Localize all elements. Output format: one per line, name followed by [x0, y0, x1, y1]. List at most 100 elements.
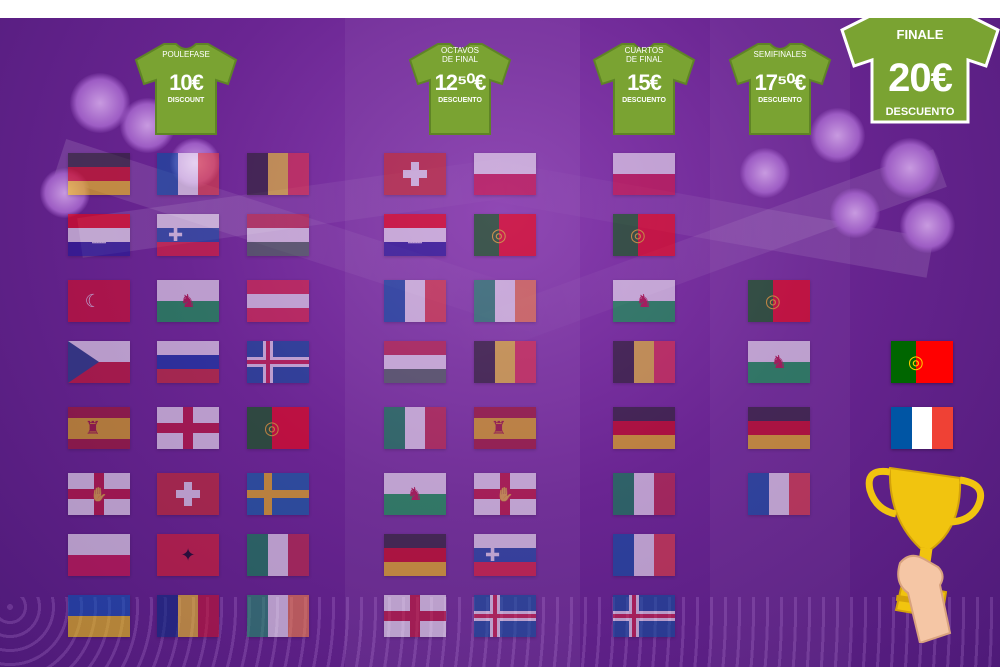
flag-icon[interactable] — [157, 407, 219, 449]
flag-icon[interactable]: ✋ — [68, 473, 130, 515]
dragon-icon: ♞ — [179, 291, 197, 311]
tournament-bracket-banner: POULEFASE 10€ DISCOUNT OCTAVOS DE FINAL … — [0, 18, 1000, 667]
shirt-round16: OCTAVOS DE FINAL 12⁵⁰€ DESCUENTO — [408, 40, 512, 136]
shirt-semi: SEMIFINALES 17⁵⁰€ DESCUENTO — [728, 40, 832, 136]
flag-icon[interactable]: ◎ — [613, 214, 675, 256]
stage-price: 10€ — [169, 70, 204, 95]
red-hand-icon: ✋ — [90, 486, 108, 502]
shirt-group-stage: POULEFASE 10€ DISCOUNT — [134, 40, 238, 136]
stage-label: CUARTOS DE FINAL — [624, 46, 664, 64]
flag-icon[interactable] — [613, 595, 675, 637]
flag-icon[interactable] — [68, 341, 130, 383]
stadium-light — [880, 138, 940, 198]
flag-icon[interactable] — [247, 280, 309, 322]
shirt-quarter: CUARTOS DE FINAL 15€ DESCUENTO — [592, 40, 696, 136]
flag-icon[interactable] — [157, 595, 219, 637]
flag-icon[interactable]: ✚ — [474, 534, 536, 576]
flag-icon[interactable]: ◎ — [748, 280, 810, 322]
croatia-emblem-icon: ▦ — [406, 225, 424, 245]
czech-triangle-icon — [68, 341, 99, 383]
flag-icon[interactable]: ✦ — [157, 534, 219, 576]
flag-icon[interactable] — [613, 407, 675, 449]
armillary-sphere-icon: ◎ — [490, 225, 507, 245]
flag-icon[interactable]: ◎ — [891, 341, 953, 383]
flag-icon[interactable] — [613, 153, 675, 195]
shirt-icon — [592, 43, 696, 135]
stage-discount: DESCUENTO — [438, 97, 482, 104]
crest-icon: ♜ — [490, 418, 507, 438]
flag-icon[interactable]: ◎ — [474, 214, 536, 256]
flag-icon[interactable] — [474, 280, 536, 322]
shirt-icon — [408, 43, 512, 135]
flag-icon[interactable] — [247, 473, 309, 515]
stadium-light — [900, 198, 955, 253]
shirt-icon — [728, 43, 832, 135]
flag-icon[interactable] — [384, 595, 446, 637]
nordic-cross-icon — [247, 473, 309, 515]
stage-label: FINALE — [896, 27, 944, 42]
flag-icon[interactable] — [157, 341, 219, 383]
flag-icon[interactable]: ♞ — [748, 341, 810, 383]
red-hand-icon: ✋ — [496, 486, 514, 502]
flag-icon[interactable] — [157, 153, 219, 195]
flag-icon[interactable] — [748, 407, 810, 449]
flag-icon[interactable] — [474, 341, 536, 383]
flag-icon[interactable]: ✋ — [474, 473, 536, 515]
armillary-sphere-icon: ◎ — [907, 352, 924, 372]
nordic-cross-icon — [474, 595, 536, 637]
dragon-icon: ♞ — [770, 352, 788, 372]
flag-icon[interactable]: ♜ — [474, 407, 536, 449]
flag-icon[interactable] — [68, 595, 130, 637]
armillary-sphere-icon: ◎ — [629, 225, 646, 245]
crest-icon: ♜ — [84, 418, 101, 438]
stadium-light — [810, 108, 865, 163]
stage-price: 20€ — [888, 56, 953, 100]
flag-icon[interactable] — [247, 534, 309, 576]
hand-icon — [897, 554, 952, 643]
crescent-icon: ☾ — [84, 291, 101, 311]
flag-icon[interactable]: ♞ — [384, 473, 446, 515]
flag-icon[interactable]: ♞ — [613, 280, 675, 322]
flag-icon[interactable] — [613, 534, 675, 576]
slovakia-emblem-icon: ✚ — [485, 545, 501, 565]
flag-icon[interactable] — [247, 595, 309, 637]
flag-icon[interactable]: ♞ — [157, 280, 219, 322]
croatia-emblem-icon: ▦ — [90, 225, 108, 245]
flag-icon[interactable]: ♜ — [68, 407, 130, 449]
flag-icon[interactable]: ◎ — [247, 407, 309, 449]
flag-icon[interactable] — [247, 341, 309, 383]
stage-label: POULEFASE — [162, 50, 210, 59]
flag-icon[interactable] — [384, 280, 446, 322]
flag-icon[interactable] — [384, 341, 446, 383]
flag-icon[interactable] — [384, 407, 446, 449]
stage-discount: DESCUENTO — [622, 97, 666, 104]
armillary-sphere-icon: ◎ — [764, 291, 781, 311]
flag-icon[interactable] — [474, 153, 536, 195]
flag-icon[interactable] — [613, 341, 675, 383]
flag-icon[interactable] — [68, 153, 130, 195]
flag-icon[interactable] — [247, 214, 309, 256]
flag-icon[interactable] — [68, 534, 130, 576]
cross-icon — [68, 473, 130, 515]
flag-icon[interactable]: ☾ — [68, 280, 130, 322]
flag-icon[interactable] — [247, 153, 309, 195]
slovakia-emblem-icon: ✚ — [168, 225, 184, 245]
flag-icon[interactable] — [384, 153, 446, 195]
dragon-icon: ♞ — [635, 291, 653, 311]
flag-icon[interactable] — [891, 407, 953, 449]
flag-icon[interactable] — [613, 473, 675, 515]
stage-discount: DESCUENTO — [885, 106, 955, 118]
eagle-icon: ✦ — [180, 545, 196, 565]
stage-discount: DISCOUNT — [167, 97, 205, 104]
flag-icon[interactable] — [384, 534, 446, 576]
flag-icon[interactable] — [474, 595, 536, 637]
nordic-cross-icon — [247, 341, 309, 383]
flag-icon[interactable] — [748, 473, 810, 515]
swiss-cross-icon — [403, 162, 427, 186]
flag-icon[interactable]: ▦ — [384, 214, 446, 256]
flag-icon[interactable] — [157, 473, 219, 515]
flag-icon[interactable]: ✚ — [157, 214, 219, 256]
stage-discount: DESCUENTO — [758, 97, 802, 104]
flag-icon[interactable]: ▦ — [68, 214, 130, 256]
shirt-icon — [840, 18, 1000, 124]
